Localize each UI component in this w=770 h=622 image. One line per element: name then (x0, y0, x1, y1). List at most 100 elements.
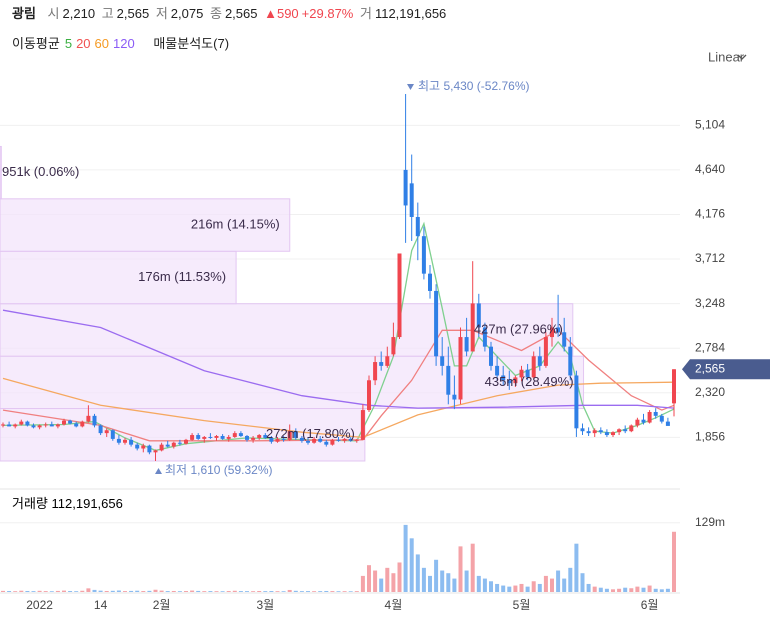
candle-body (190, 435, 195, 440)
candle-body (482, 327, 487, 347)
x-tick-label: 2022 (26, 598, 53, 612)
change: ▲590 (264, 6, 299, 21)
dropdown-icon[interactable] (737, 54, 747, 60)
volume-bar (373, 570, 378, 592)
volume-bar (232, 590, 237, 592)
candle-body (446, 365, 451, 395)
y-tick-label: 3,248 (695, 296, 725, 310)
quote-label: 고 (101, 6, 114, 21)
volume-bar (177, 591, 182, 592)
candle-body (367, 380, 371, 411)
candle-body (159, 444, 164, 451)
legend-entry[interactable]: 20 (76, 36, 91, 51)
candle-body (299, 437, 304, 441)
candle-body (556, 327, 561, 333)
scale-mode[interactable]: Linear (708, 49, 745, 64)
volume-bar (184, 591, 188, 592)
y-tick-label: 129m (695, 515, 725, 529)
ma-line (2, 221, 675, 452)
candle-body (434, 290, 439, 357)
candle-body (464, 337, 469, 352)
volume-bar (379, 578, 384, 592)
volume-bar (165, 591, 170, 592)
volume-bar (80, 590, 85, 592)
quote-label: 저 (155, 6, 168, 21)
volume-bar (489, 581, 493, 592)
change-pct: +29.87% (301, 6, 354, 21)
quote-value: 112,191,656 (374, 6, 447, 21)
volume-bar (123, 591, 127, 592)
candle-body (116, 438, 121, 443)
y-tick-label: 2,784 (695, 340, 725, 354)
candle-body (74, 423, 79, 427)
y-tick-label: 3,712 (695, 251, 725, 265)
volume-bar (659, 589, 664, 592)
candle-body (458, 337, 463, 400)
candle-body (525, 369, 530, 378)
volume-bar (513, 585, 518, 592)
candle-body (208, 436, 213, 438)
candle-body (586, 431, 591, 434)
volume-bar (623, 587, 628, 592)
y-tick-label: 4,640 (695, 162, 725, 176)
x-tick-label: 14 (94, 598, 108, 612)
candle-body (306, 440, 310, 443)
candle-body (110, 430, 115, 439)
candle-body (238, 433, 243, 437)
volume-bar (116, 590, 121, 592)
candle-body (562, 332, 567, 347)
volume-bar (482, 578, 487, 592)
volume-bar (43, 591, 48, 592)
candle-body (623, 429, 628, 432)
candle-body (214, 436, 219, 438)
volume-bar (269, 591, 274, 592)
volume-bar (434, 559, 439, 592)
x-tick-label: 3월 (256, 598, 274, 612)
volume-bar (226, 591, 231, 592)
legend-entry[interactable]: 60 (94, 36, 110, 51)
candle-body (226, 436, 231, 439)
volume-bar (586, 583, 591, 592)
volume-bar (415, 554, 420, 592)
volume-bar (104, 590, 109, 592)
volume-bar (458, 546, 463, 592)
candle-body (348, 438, 353, 441)
volume-bar (592, 586, 597, 592)
volume-bar (74, 591, 79, 592)
candle-body (519, 369, 524, 378)
volume-bar (525, 586, 530, 592)
volume-bar (214, 591, 219, 592)
volume-bar (629, 588, 634, 592)
volume-bar (348, 591, 353, 592)
profile-label[interactable]: 매물분석도(7) (153, 36, 230, 51)
candle-body (287, 431, 292, 440)
candle-body (324, 441, 329, 445)
candle-body (232, 433, 237, 437)
volume-bar (281, 591, 286, 592)
y-tick-label: 5,104 (695, 118, 725, 132)
candle-body (452, 394, 457, 400)
quote-value: 2,565 (224, 6, 258, 21)
candle-body (568, 346, 573, 376)
quote-header: 광림 시 2,210 고 2,565 저 2,075 종 2,565 ▲590 +29.8… (12, 3, 449, 22)
profile-label: 435m (28.49%) (485, 374, 574, 389)
candle-body (141, 445, 146, 449)
candle-body (531, 356, 536, 378)
x-tick-label: 4월 (385, 598, 403, 612)
volume-bar (556, 570, 561, 592)
volume-bar (604, 588, 609, 592)
candle-body (397, 253, 402, 338)
legend-entry[interactable]: 120 (113, 36, 135, 51)
quote-label: 종 (209, 6, 222, 21)
candle-body (489, 346, 493, 366)
volume-bar (7, 591, 12, 592)
legend-entry[interactable]: 5 (64, 36, 73, 51)
volume-bar (263, 591, 268, 592)
volume-bar (531, 581, 536, 592)
volume-bar (1, 590, 5, 592)
ma-label[interactable]: 이동평균 (12, 36, 60, 51)
candle-body (220, 436, 225, 439)
volume-bar (299, 591, 304, 592)
candle-body (403, 169, 408, 206)
